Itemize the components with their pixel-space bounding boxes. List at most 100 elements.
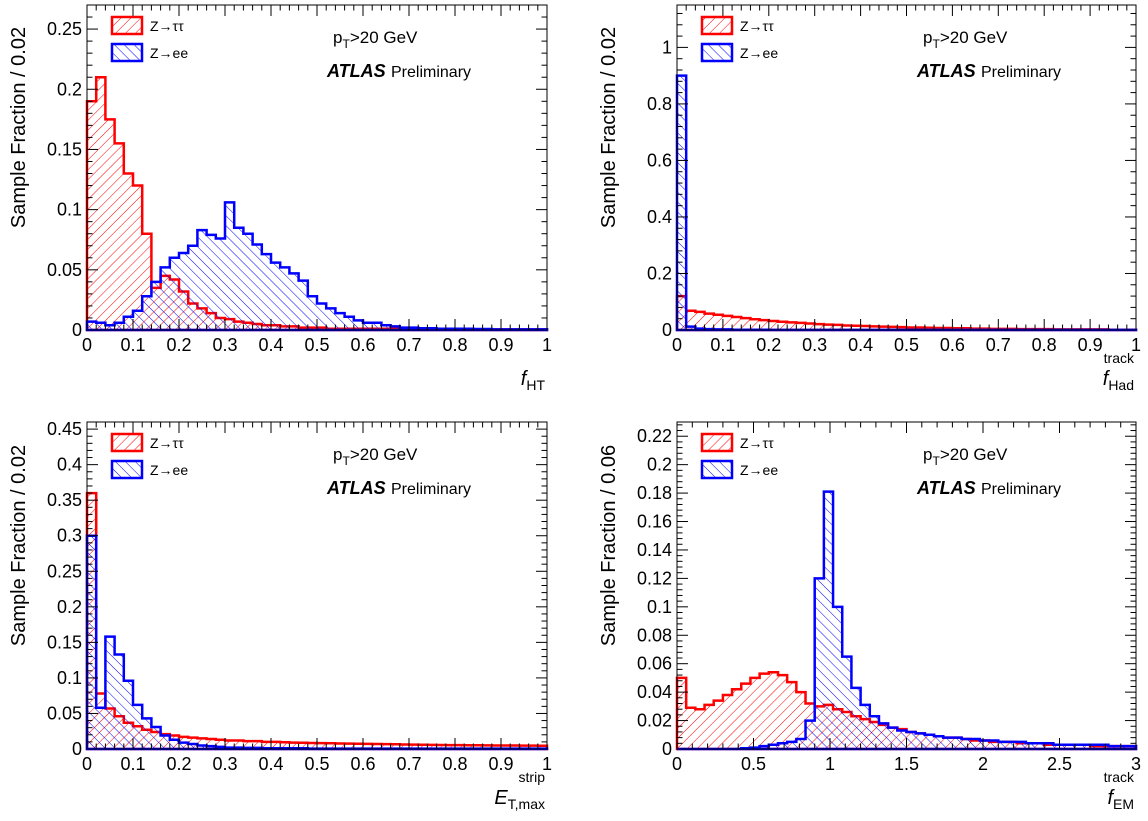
legend-swatch-zee — [700, 459, 734, 480]
y-tick-label: 0.25 — [47, 561, 82, 581]
y-tick-label: 0.05 — [47, 703, 82, 723]
x-tick-label: 0.4 — [258, 335, 283, 355]
y-tick-label: 0 — [662, 320, 672, 340]
y-tick-label: 0.2 — [647, 263, 672, 283]
y-tick-label: 0.04 — [637, 682, 672, 702]
histogram-ztautau — [85, 491, 549, 751]
x-tick-label: 0.6 — [940, 335, 965, 355]
x-tick-label: 0 — [672, 754, 682, 774]
x-tick-label: 0 — [672, 335, 682, 355]
preliminary-label: Preliminary — [981, 481, 1061, 498]
x-tick-label: 0.1 — [120, 335, 145, 355]
histogram-zee — [675, 74, 1138, 332]
histogram-zee — [85, 534, 549, 751]
preliminary-label: Preliminary — [981, 64, 1061, 81]
legend-label-zee: Z→ee — [740, 462, 778, 478]
y-axis-title: Sample Fraction / 0.02 — [8, 27, 30, 228]
chart-panel-3: 0 0.1 0.2 0.3 0.4 0.5 0.6 0.7 0.8 0.9 1 0 0.05 0.1 0.1… — [8, 419, 552, 812]
y-tick-label: 0 — [662, 739, 672, 759]
x-tick-label: 0.8 — [442, 754, 467, 774]
preliminary-label: Preliminary — [391, 64, 471, 81]
x-tick-label: 0.8 — [442, 335, 467, 355]
x-tick-label: 0.7 — [396, 754, 421, 774]
x-axis-title-superscript: strip — [519, 769, 546, 785]
x-tick-label: 0.1 — [710, 335, 735, 355]
y-tick-label: 0.25 — [47, 19, 82, 39]
y-tick-label: 0.12 — [637, 568, 672, 588]
y-tick-label: 0.15 — [47, 139, 82, 159]
legend-swatch-zee — [110, 459, 144, 480]
pt-cut-label: pT>20 GeV — [923, 445, 1008, 468]
x-tick-label: 0.4 — [848, 335, 873, 355]
atlas-label: ATLAS — [326, 61, 386, 81]
x-tick-label: 1.5 — [894, 754, 919, 774]
x-axis-title-superscript: track — [1104, 769, 1135, 785]
x-tick-label: 0.2 — [166, 335, 191, 355]
x-tick-label: 0.9 — [1078, 335, 1103, 355]
x-tick-label: 1 — [1131, 335, 1141, 355]
chart-panel-4: 0 0.5 1 1.5 2 2.5 3 0 0.02 0.04 0.06 0.08 0.1 0.12 0.1… — [598, 421, 1141, 812]
y-tick-label: 0.05 — [47, 260, 82, 280]
y-tick-label: 0.2 — [57, 79, 82, 99]
x-tick-label: 2 — [978, 754, 988, 774]
legend-swatch-zee — [700, 42, 734, 63]
x-tick-label: 0.5 — [304, 754, 329, 774]
atlas-label: ATLAS — [326, 478, 386, 498]
x-tick-label: 0.2 — [166, 754, 191, 774]
x-tick-label: 1 — [825, 754, 835, 774]
x-tick-label: 2.5 — [1047, 754, 1072, 774]
legend-label-ztautau: Z→ττ — [740, 18, 774, 34]
y-tick-label: 0.2 — [647, 455, 672, 475]
chart-panel-1: 0 0.1 0.2 0.3 0.4 0.5 0.6 0.7 0.8 0.9 1 0 0.05 0.1 0.1… — [8, 4, 552, 393]
x-axis-title: fHT — [521, 368, 546, 393]
x-tick-label: 0.7 — [986, 335, 1011, 355]
chart-panel-2: 0 0.1 0.2 0.3 0.4 0.5 0.6 0.7 0.8 0.9 1 0 0.2 0.4 0.6 0… — [598, 4, 1141, 393]
x-tick-label: 0.5 — [304, 335, 329, 355]
y-tick-label: 0.6 — [647, 150, 672, 170]
y-tick-label: 0.18 — [637, 483, 672, 503]
x-tick-label: 0 — [82, 754, 92, 774]
x-axis-title: ET,max — [494, 787, 545, 812]
y-tick-label: 0.16 — [637, 512, 672, 532]
x-tick-label: 0.6 — [350, 754, 375, 774]
x-tick-label: 0.1 — [120, 754, 145, 774]
y-tick-label: 0.02 — [637, 711, 672, 731]
legend-label-zee: Z→ee — [740, 45, 778, 61]
x-tick-label: 0.3 — [802, 335, 827, 355]
x-tick-label: 3 — [1131, 754, 1141, 774]
legend-label-ztautau: Z→ττ — [150, 18, 184, 34]
y-tick-label: 0.22 — [637, 426, 672, 446]
x-tick-label: 0.3 — [212, 754, 237, 774]
x-tick-label: 0 — [82, 335, 92, 355]
y-tick-label: 0 — [72, 320, 82, 340]
x-tick-label: 1 — [542, 335, 552, 355]
y-tick-label: 0 — [72, 739, 82, 759]
preliminary-label: Preliminary — [391, 481, 471, 498]
x-tick-label: 0.2 — [756, 335, 781, 355]
x-tick-label: 0.5 — [741, 754, 766, 774]
y-tick-label: 0.15 — [47, 632, 82, 652]
y-tick-label: 0.08 — [637, 625, 672, 645]
y-axis-title: Sample Fraction / 0.06 — [598, 445, 620, 646]
x-tick-label: 1 — [542, 754, 552, 774]
y-tick-label: 0.8 — [647, 94, 672, 114]
legend-swatch-ztautau — [700, 15, 734, 36]
y-tick-label: 0.1 — [647, 597, 672, 617]
y-tick-label: 0.06 — [637, 654, 672, 674]
y-tick-label: 0.1 — [57, 200, 82, 220]
y-tick-label: 0.45 — [47, 419, 82, 439]
x-tick-label: 0.9 — [488, 754, 513, 774]
y-tick-label: 0.4 — [57, 455, 82, 475]
y-axis-title: Sample Fraction / 0.02 — [8, 445, 30, 646]
y-tick-label: 1 — [662, 37, 672, 57]
legend-label-zee: Z→ee — [150, 462, 188, 478]
x-tick-label: 0.9 — [488, 335, 513, 355]
y-tick-label: 0.4 — [647, 207, 672, 227]
x-axis-title: fEM — [1107, 787, 1134, 812]
x-axis-title: fHad — [1103, 368, 1134, 393]
y-tick-label: 0.14 — [637, 540, 672, 560]
y-tick-label: 0.35 — [47, 490, 82, 510]
pt-cut-label: pT>20 GeV — [923, 28, 1008, 51]
atlas-label: ATLAS — [916, 61, 976, 81]
